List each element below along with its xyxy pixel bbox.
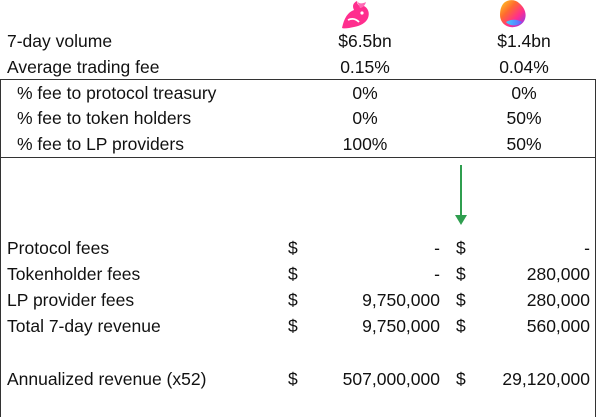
revenue-row: Total 7-day revenue $ 9,750,000 $ 560,00… — [0, 313, 600, 339]
currency-symbol: $ — [456, 264, 466, 284]
revenue-row: Protocol fees $ - $ - — [0, 235, 600, 261]
col1-value: 0% — [352, 108, 378, 128]
row-label: Total 7-day revenue — [7, 316, 161, 336]
row-label: Tokenholder fees — [7, 264, 141, 284]
col1-amount: - — [434, 238, 440, 258]
currency-symbol: $ — [456, 369, 466, 389]
col2-amount: 29,120,000 — [502, 369, 590, 389]
col2-value: $1.4bn — [497, 31, 551, 51]
currency-symbol: $ — [288, 316, 298, 336]
col1-amount: 9,750,000 — [362, 290, 440, 310]
currency-symbol: $ — [288, 238, 298, 258]
row-label: % fee to token holders — [17, 108, 192, 128]
currency-symbol: $ — [288, 290, 298, 310]
revenue-box — [0, 157, 596, 417]
summary-row: Average trading fee 0.15% 0.04% — [0, 54, 600, 80]
currency-symbol: $ — [288, 369, 298, 389]
col1-amount: - — [434, 264, 440, 284]
row-label: Average trading fee — [7, 57, 160, 77]
col1-value: 0% — [352, 83, 378, 103]
row-label: % fee to LP providers — [17, 134, 184, 154]
col1-amount: 507,000,000 — [342, 369, 440, 389]
col2-amount: - — [584, 238, 590, 258]
col1-value: $6.5bn — [338, 31, 392, 51]
currency-symbol: $ — [456, 316, 466, 336]
revenue-row: LP provider fees $ 9,750,000 $ 280,000 — [0, 287, 600, 313]
currency-symbol: $ — [456, 238, 466, 258]
col2-value: 50% — [506, 108, 542, 128]
col2-amount: 560,000 — [526, 316, 590, 336]
row-label: Annualized revenue (x52) — [7, 369, 207, 389]
currency-symbol: $ — [288, 264, 298, 284]
summary-row: 7-day volume $6.5bn $1.4bn — [0, 28, 600, 54]
col2-value: 0% — [511, 83, 537, 103]
annualized-row: Annualized revenue (x52) $ 507,000,000 $… — [0, 366, 600, 392]
row-label: % fee to protocol treasury — [17, 83, 217, 103]
col2-value: 50% — [506, 134, 542, 154]
fee-split-row: % fee to protocol treasury 0% 0% — [0, 80, 600, 106]
col1-value: 100% — [342, 134, 388, 154]
col2-amount: 280,000 — [526, 290, 590, 310]
row-label: 7-day volume — [7, 31, 113, 51]
row-label: Protocol fees — [7, 238, 110, 258]
down-arrow-icon — [455, 165, 467, 225]
col1-amount: 9,750,000 — [362, 316, 440, 336]
fee-split-row: % fee to token holders 0% 50% — [0, 105, 600, 131]
uniswap-unicorn-icon — [342, 1, 369, 29]
col2-amount: 280,000 — [526, 264, 590, 284]
currency-symbol: $ — [456, 290, 466, 310]
revenue-row: Tokenholder fees $ - $ 280,000 — [0, 261, 600, 287]
fee-split-box — [0, 79, 596, 158]
col2-value: 0.04% — [499, 57, 549, 77]
fee-split-row: % fee to LP providers 100% 50% — [0, 131, 600, 157]
pancakeswap-bunny-icon — [500, 0, 526, 28]
row-label: LP provider fees — [7, 290, 135, 310]
col1-value: 0.15% — [340, 57, 390, 77]
